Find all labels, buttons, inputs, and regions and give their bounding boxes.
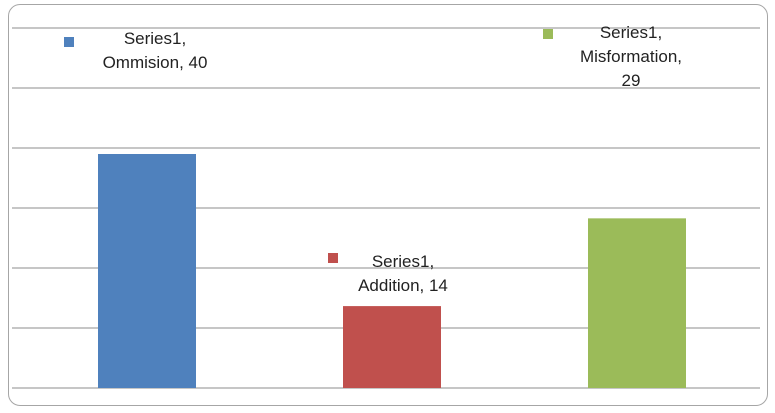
data-label-line-1: Series1, [372, 252, 434, 271]
data-label-ommision: Series1, Ommision, 40 [64, 29, 207, 72]
data-label-misformation: Series1, Misformation, 29 [543, 23, 682, 90]
data-label-line-2: Addition, 14 [358, 276, 448, 295]
data-labels: Series1, Ommision, 40 Series1, Addition, 14… [64, 23, 682, 295]
data-label-line-1: Series1, [600, 23, 662, 42]
data-label-line-3: 29 [622, 71, 641, 90]
data-label-marker [64, 37, 74, 47]
bar-addition [343, 306, 441, 388]
bar-ommision [98, 154, 196, 388]
bar-misformation [588, 218, 686, 388]
data-label-marker [543, 29, 553, 39]
data-label-line-2: Misformation, [580, 47, 682, 66]
data-label-line-2: Ommision, 40 [103, 53, 208, 72]
data-label-addition: Series1, Addition, 14 [328, 252, 448, 295]
bars [98, 154, 686, 388]
data-label-line-1: Series1, [124, 29, 186, 48]
data-label-marker [328, 253, 338, 263]
